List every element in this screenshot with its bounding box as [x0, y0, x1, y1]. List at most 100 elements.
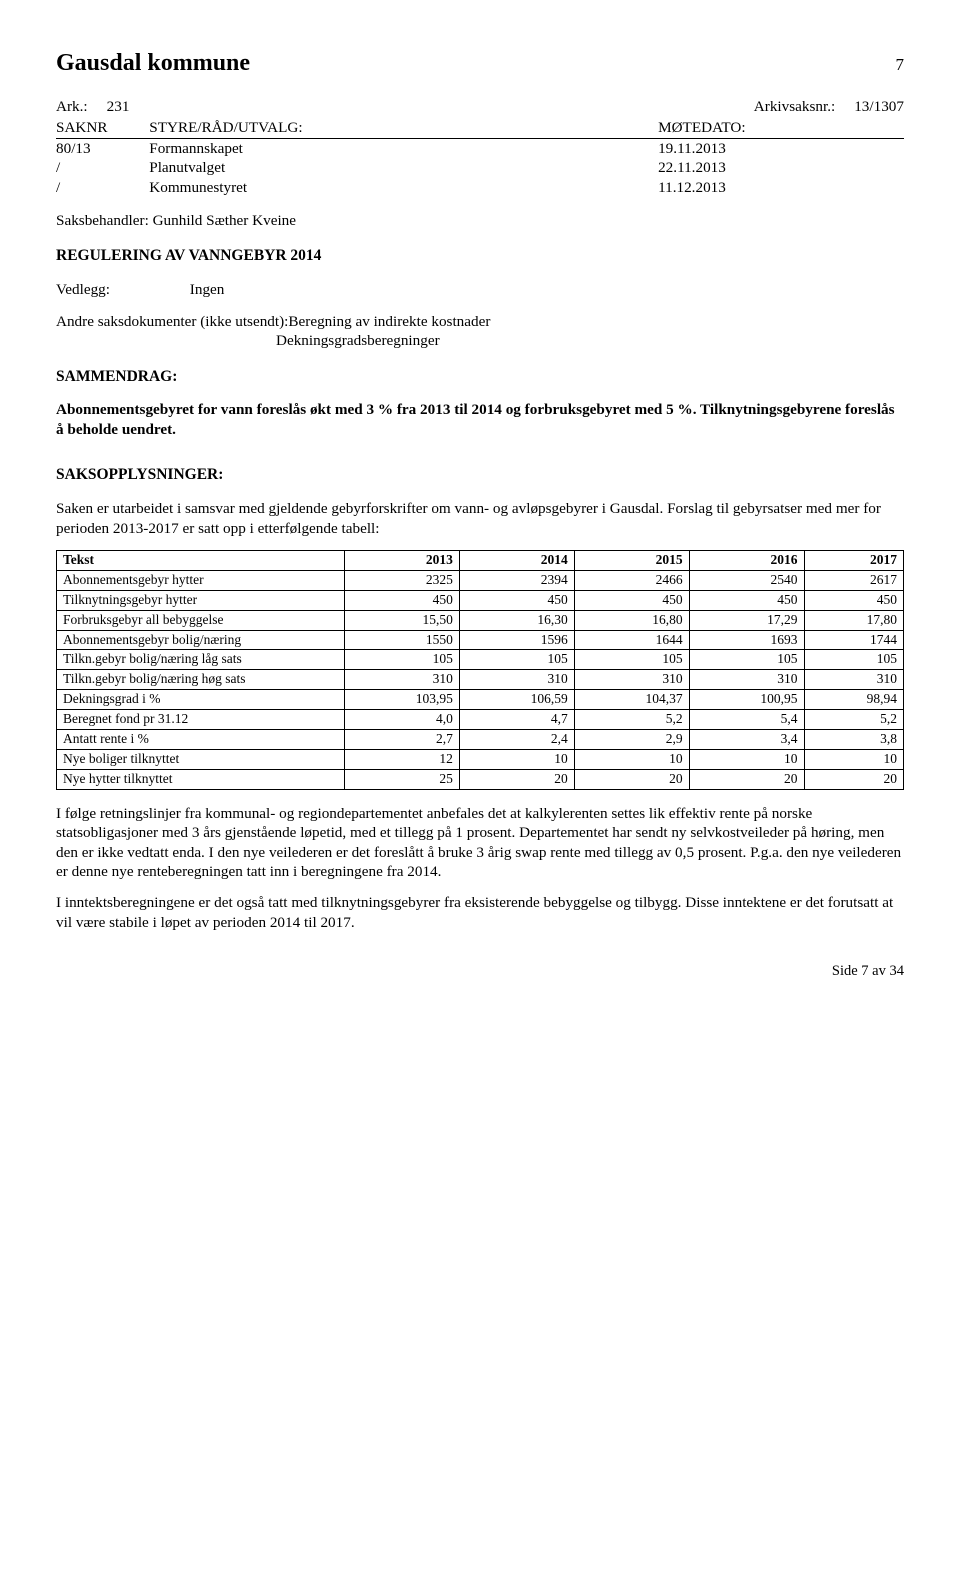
vedlegg-value: Ingen	[190, 281, 225, 298]
table-cell: 2,4	[459, 729, 574, 749]
table-cell: Forbruksgebyr all bebyggelse	[57, 610, 345, 630]
table-cell: Abonnementsgebyr hytter	[57, 570, 345, 590]
table-row: Antatt rente i %2,72,42,93,43,8	[57, 729, 904, 749]
meeting-cell: 22.11.2013	[658, 158, 904, 177]
table-cell: 310	[574, 670, 689, 690]
table-cell: 310	[804, 670, 903, 690]
table-cell: 105	[689, 650, 804, 670]
table-cell: 5,2	[574, 710, 689, 730]
vedlegg-label: Vedlegg:	[56, 280, 186, 299]
th-tekst: Tekst	[57, 551, 345, 571]
meeting-cell: Planutvalget	[149, 158, 658, 177]
ark-right-value: 13/1307	[854, 98, 904, 115]
ark-right-label: Arkivsaksnr.:	[754, 98, 835, 115]
table-cell: 2,9	[574, 729, 689, 749]
table-cell: Tilkn.gebyr bolig/næring høg sats	[57, 670, 345, 690]
table-cell: 450	[459, 590, 574, 610]
table-cell: 100,95	[689, 690, 804, 710]
ark-left-label: Ark.:	[56, 98, 88, 115]
meeting-h-c: MØTEDATO:	[658, 118, 904, 138]
table-cell: 17,80	[804, 610, 903, 630]
table-header-row: Tekst 2013 2014 2015 2016 2017	[57, 551, 904, 571]
meeting-header-row: SAKNR STYRE/RÅD/UTVALG: MØTEDATO:	[56, 118, 904, 138]
table-cell: 104,37	[574, 690, 689, 710]
table-cell: 20	[689, 769, 804, 789]
table-cell: Nye boliger tilknyttet	[57, 749, 345, 769]
table-cell: Abonnementsgebyr bolig/næring	[57, 630, 345, 650]
table-cell: 450	[804, 590, 903, 610]
table-cell: 5,2	[804, 710, 903, 730]
table-cell: Beregnet fond pr 31.12	[57, 710, 345, 730]
table-cell: 10	[689, 749, 804, 769]
th-2014: 2014	[459, 551, 574, 571]
table-cell: 16,30	[459, 610, 574, 630]
table-row: Nye hytter tilknyttet2520202020	[57, 769, 904, 789]
andre-saksdokumenter: Andre saksdokumenter (ikke utsendt):Bere…	[56, 312, 904, 351]
meeting-cell: 80/13	[56, 138, 149, 158]
table-cell: 450	[344, 590, 459, 610]
meeting-cell: 11.12.2013	[658, 178, 904, 197]
table-cell: 1693	[689, 630, 804, 650]
sammendrag-heading: SAMMENDRAG:	[56, 367, 904, 387]
fee-table: Tekst 2013 2014 2015 2016 2017 Abonnemen…	[56, 550, 904, 790]
table-cell: 310	[459, 670, 574, 690]
saksbehandler: Saksbehandler: Gunhild Sæther Kveine	[56, 211, 904, 230]
table-cell: 105	[344, 650, 459, 670]
table-cell: 310	[689, 670, 804, 690]
table-row: Tilkn.gebyr bolig/næring låg sats1051051…	[57, 650, 904, 670]
meeting-cell: 19.11.2013	[658, 138, 904, 158]
table-cell: 2466	[574, 570, 689, 590]
table-cell: 4,0	[344, 710, 459, 730]
table-cell: 1644	[574, 630, 689, 650]
table-cell: 5,4	[689, 710, 804, 730]
table-cell: 1596	[459, 630, 574, 650]
table-cell: 1744	[804, 630, 903, 650]
table-cell: 10	[804, 749, 903, 769]
table-cell: Antatt rente i %	[57, 729, 345, 749]
table-cell: 20	[459, 769, 574, 789]
th-2015: 2015	[574, 551, 689, 571]
table-cell: 2394	[459, 570, 574, 590]
table-row: Tilkn.gebyr bolig/næring høg sats3103103…	[57, 670, 904, 690]
saksoppl-heading: SAKSOPPLYSNINGER:	[56, 465, 904, 485]
ark-right: Arkivsaksnr.: 13/1307	[754, 97, 904, 116]
table-cell: 25	[344, 769, 459, 789]
para-after-1: I følge retningslinjer fra kommunal- og …	[56, 804, 904, 882]
table-row: Abonnementsgebyr bolig/næring15501596164…	[57, 630, 904, 650]
table-cell: 2540	[689, 570, 804, 590]
table-row: Nye boliger tilknyttet1210101010	[57, 749, 904, 769]
meeting-h-b: STYRE/RÅD/UTVALG:	[149, 118, 658, 138]
table-cell: Tilknytningsgebyr hytter	[57, 590, 345, 610]
saksoppl-para: Saken er utarbeidet i samsvar med gjelde…	[56, 499, 904, 538]
table-cell: 2617	[804, 570, 903, 590]
table-cell: 10	[459, 749, 574, 769]
table-cell: 15,50	[344, 610, 459, 630]
table-cell: Dekningsgrad i %	[57, 690, 345, 710]
table-cell: 3,4	[689, 729, 804, 749]
meeting-cell: Kommunestyret	[149, 178, 658, 197]
table-cell: 20	[574, 769, 689, 789]
table-row: Tilknytningsgebyr hytter450450450450450	[57, 590, 904, 610]
vedlegg-row: Vedlegg: Ingen	[56, 280, 904, 299]
table-cell: 2325	[344, 570, 459, 590]
table-cell: 17,29	[689, 610, 804, 630]
meeting-table: SAKNR STYRE/RÅD/UTVALG: MØTEDATO: 80/13 …	[56, 118, 904, 197]
page-number-top: 7	[896, 54, 905, 76]
table-cell: 105	[574, 650, 689, 670]
table-cell: 1550	[344, 630, 459, 650]
table-row: Abonnementsgebyr hytter23252394246625402…	[57, 570, 904, 590]
meeting-row: / Kommunestyret 11.12.2013	[56, 178, 904, 197]
table-cell: 12	[344, 749, 459, 769]
table-cell: Nye hytter tilknyttet	[57, 769, 345, 789]
meeting-row: / Planutvalget 22.11.2013	[56, 158, 904, 177]
page-header: Gausdal kommune 7	[56, 48, 904, 79]
table-cell: 105	[804, 650, 903, 670]
table-cell: 10	[574, 749, 689, 769]
sammendrag-text: Abonnementsgebyret for vann foreslås økt…	[56, 400, 904, 439]
table-cell: 98,94	[804, 690, 903, 710]
th-2013: 2013	[344, 551, 459, 571]
table-cell: 16,80	[574, 610, 689, 630]
table-cell: 2,7	[344, 729, 459, 749]
table-row: Dekningsgrad i %103,95106,59104,37100,95…	[57, 690, 904, 710]
table-cell: 103,95	[344, 690, 459, 710]
